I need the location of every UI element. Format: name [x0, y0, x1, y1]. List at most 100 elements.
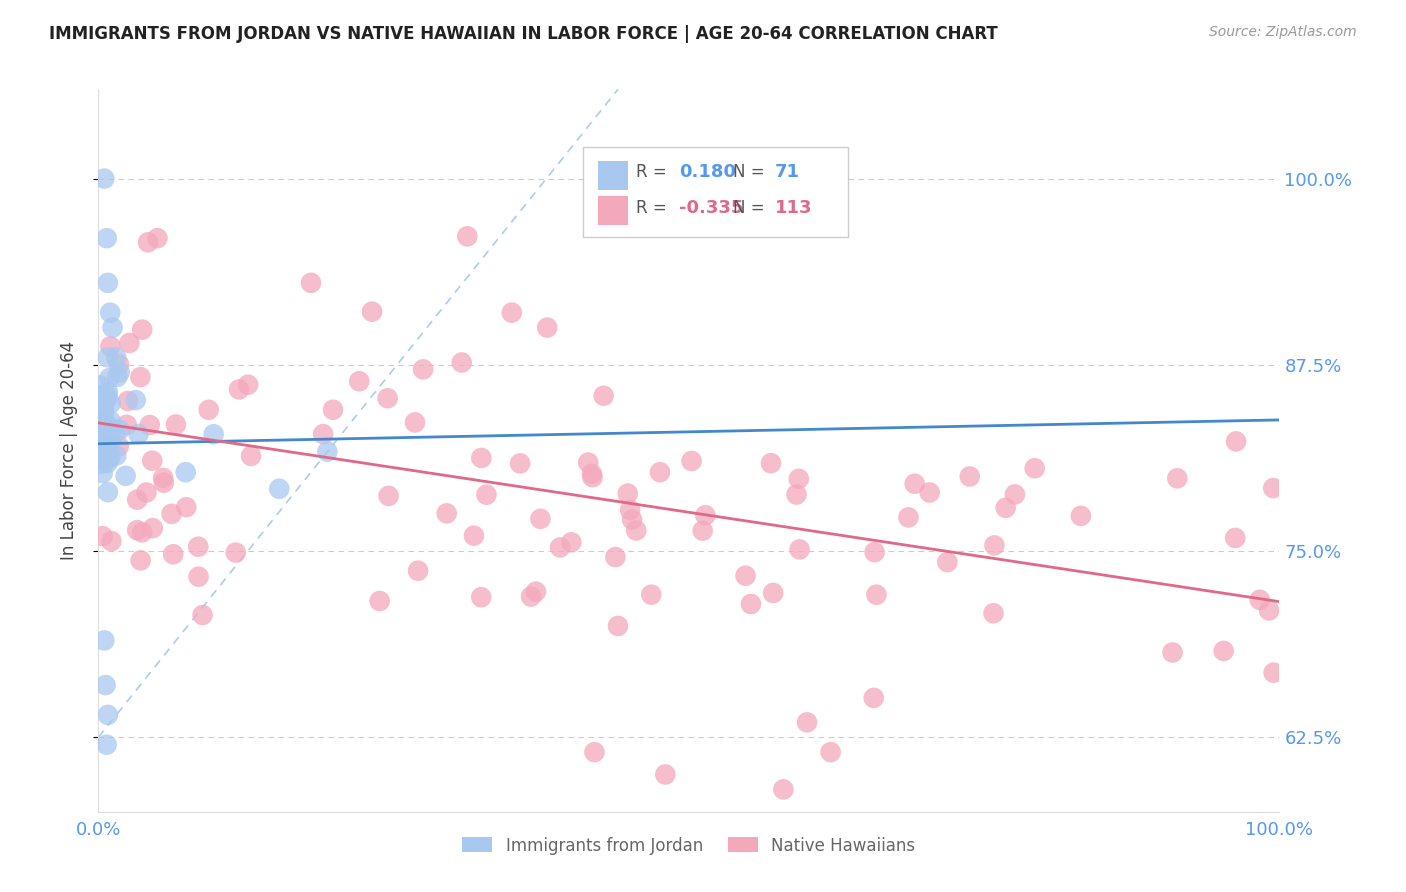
Point	[174, 500, 197, 515]
Point	[165, 417, 187, 432]
Point	[96, 231, 118, 245]
Point	[93, 402, 115, 417]
Point	[93, 633, 115, 648]
Point	[592, 389, 614, 403]
Point	[1212, 644, 1234, 658]
Point	[863, 545, 886, 559]
Point	[236, 377, 259, 392]
Point	[97, 707, 120, 722]
Point	[96, 738, 118, 752]
Point	[361, 304, 384, 318]
Point	[1070, 508, 1092, 523]
Point	[1024, 461, 1046, 475]
Point	[89, 439, 111, 453]
Point	[202, 427, 225, 442]
Point	[404, 416, 426, 430]
Point	[94, 437, 117, 451]
Point	[576, 456, 599, 470]
Point	[796, 715, 818, 730]
Point	[187, 570, 209, 584]
Point	[93, 414, 115, 428]
Point	[115, 417, 138, 432]
Point	[93, 419, 115, 434]
Point	[98, 371, 121, 385]
Text: 0.180: 0.180	[679, 163, 737, 181]
Point	[91, 457, 114, 471]
Bar	[598, 161, 627, 190]
Point	[1249, 592, 1271, 607]
Point	[153, 475, 176, 490]
Point	[1225, 531, 1247, 545]
Point	[89, 378, 111, 392]
Point	[1161, 645, 1184, 659]
Point	[94, 432, 117, 446]
Point	[91, 416, 114, 430]
Point	[529, 512, 551, 526]
Point	[101, 320, 124, 334]
Text: R =: R =	[636, 163, 678, 181]
Point	[581, 467, 603, 481]
Point	[959, 469, 981, 483]
Point	[520, 590, 543, 604]
Point	[918, 485, 941, 500]
Point	[100, 396, 122, 410]
Point	[936, 555, 959, 569]
Point	[501, 306, 523, 320]
Point	[127, 492, 149, 507]
Point	[129, 553, 152, 567]
Point	[96, 453, 118, 467]
Point	[509, 457, 531, 471]
Point	[619, 503, 641, 517]
Point	[94, 420, 117, 434]
Point	[89, 440, 111, 454]
Point	[98, 306, 121, 320]
Point	[228, 383, 250, 397]
Point	[681, 454, 703, 468]
Point	[762, 586, 785, 600]
Point	[94, 445, 117, 459]
Point	[548, 541, 571, 555]
Point	[820, 745, 842, 759]
Point	[127, 523, 149, 537]
Point	[583, 745, 606, 759]
Point	[90, 444, 112, 458]
Point	[105, 351, 128, 365]
Point	[91, 466, 114, 480]
Point	[90, 452, 112, 467]
Point	[197, 402, 219, 417]
Text: N =: N =	[733, 163, 775, 181]
Point	[463, 529, 485, 543]
Point	[187, 540, 209, 554]
Point	[91, 434, 114, 448]
Point	[108, 365, 131, 379]
Point	[98, 447, 121, 461]
Point	[100, 414, 122, 428]
Point	[96, 392, 118, 406]
Point	[91, 416, 114, 430]
Point	[97, 276, 120, 290]
Point	[640, 588, 662, 602]
Point	[983, 538, 1005, 552]
Point	[93, 397, 115, 411]
Bar	[598, 196, 627, 225]
Point	[983, 606, 1005, 620]
Point	[108, 439, 131, 453]
Point	[772, 782, 794, 797]
Point	[142, 521, 165, 535]
Point	[368, 594, 391, 608]
Point	[377, 391, 399, 405]
Point	[91, 441, 114, 455]
Point	[734, 568, 756, 582]
Point	[349, 374, 371, 388]
Point	[104, 426, 127, 441]
Point	[789, 542, 811, 557]
Point	[100, 534, 122, 549]
Point	[129, 370, 152, 384]
Point	[1258, 603, 1281, 617]
Point	[93, 431, 115, 445]
Point	[96, 389, 118, 403]
Text: 71: 71	[775, 163, 800, 181]
Point	[1225, 434, 1247, 449]
Point	[94, 424, 117, 438]
Point	[581, 470, 603, 484]
